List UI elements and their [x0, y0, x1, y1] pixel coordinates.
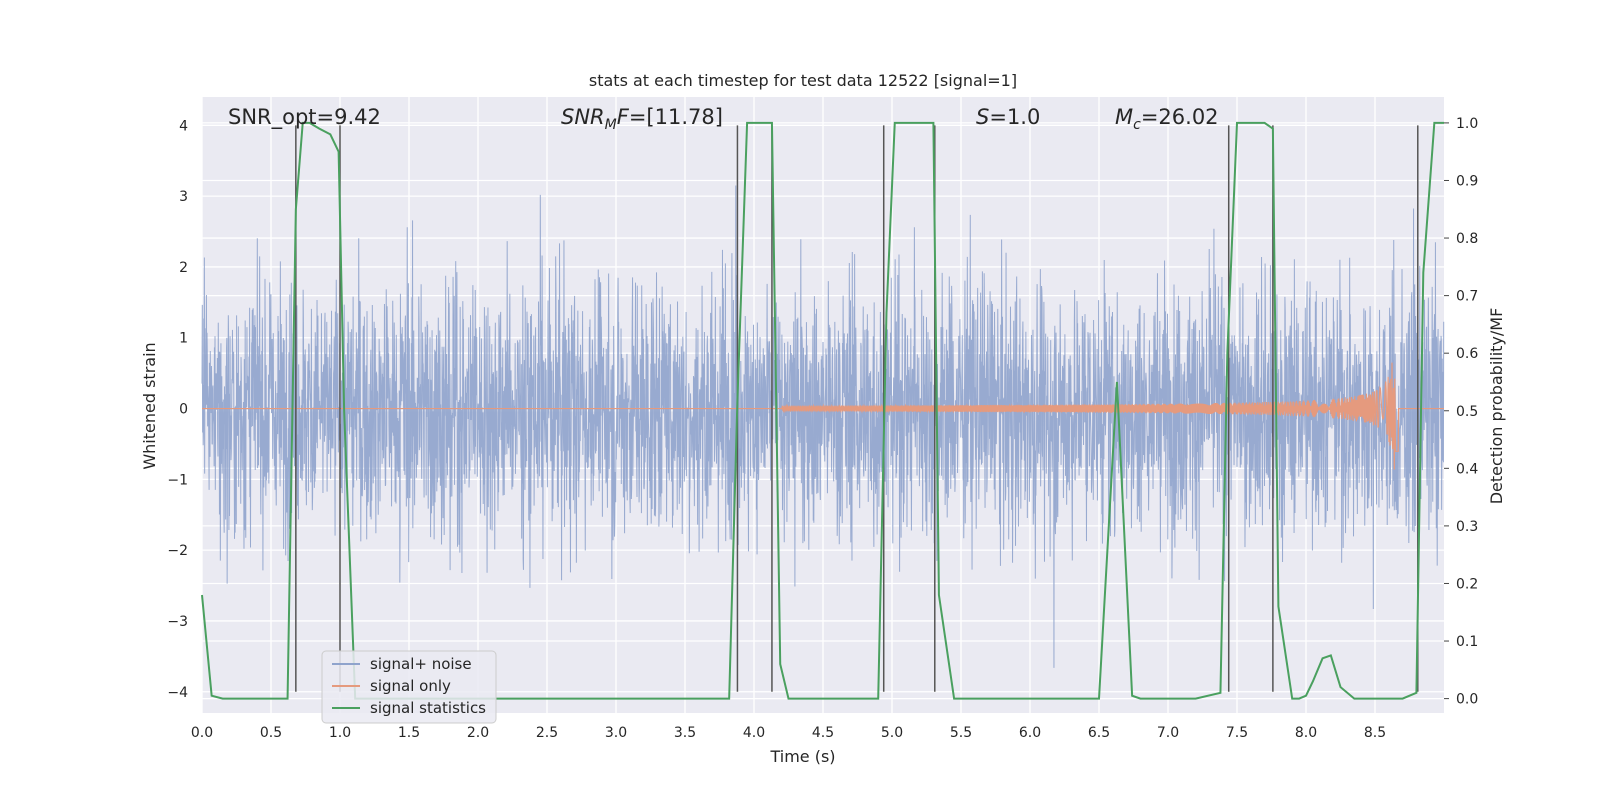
y-tick-label: −1: [167, 472, 188, 488]
y2-tick-label: 0.4: [1456, 461, 1478, 477]
y2-tick-label: 0.9: [1456, 173, 1478, 189]
signal-statistics-line: [201, 121, 1444, 700]
x-tick-label: 0.0: [191, 725, 213, 741]
x-axis-label: Time (s): [769, 747, 835, 766]
y-tick-label: 2: [179, 260, 188, 276]
x-tick-label: 2.0: [467, 725, 489, 741]
x-tick-label: 2.5: [536, 725, 558, 741]
y2-tick-label: 1.0: [1456, 116, 1478, 132]
x-tick-label: 1.0: [329, 725, 351, 741]
y-tick-label: 3: [179, 189, 188, 205]
y2-axis-label: Detection probability/MF: [1487, 308, 1506, 505]
x-tick-label: 8.0: [1295, 725, 1317, 741]
legend-label-statistics: signal statistics: [370, 699, 486, 717]
x-tick-label: 5.0: [881, 725, 903, 741]
annotation-s: S=1.0: [976, 105, 1040, 129]
x-tick-label: 3.5: [674, 725, 696, 741]
annotation-snr-opt: SNR_opt=9.42: [228, 105, 381, 130]
y2-tick-label: 0.6: [1456, 346, 1478, 362]
y2-tick-label: 0.7: [1456, 289, 1478, 305]
x-tick-label: 5.5: [950, 725, 972, 741]
signal-only-series: [202, 362, 1444, 470]
chart-title: stats at each timestep for test data 125…: [589, 71, 1017, 90]
legend: signal+ noise signal only signal statist…: [321, 650, 497, 724]
y2-tick-label: 0.3: [1456, 519, 1478, 535]
y-tick-label: −2: [167, 543, 188, 559]
x-tick-label: 6.5: [1088, 725, 1110, 741]
legend-label-signal: signal only: [370, 677, 451, 695]
y2-tick-label: 0.2: [1456, 576, 1478, 592]
y-tick-label: 4: [179, 118, 188, 134]
y2-tick-label: 0.5: [1456, 404, 1478, 420]
annotation-snr-mf: SNRMF=[11.78]: [561, 105, 723, 133]
signal-statistics-series: [201, 121, 1444, 700]
x-tick-label: 0.5: [260, 725, 282, 741]
x-tick-label: 4.5: [812, 725, 834, 741]
y2-tick-label: 0.0: [1456, 692, 1478, 708]
x-tick-label: 4.0: [743, 725, 765, 741]
y-axis-label: Whitened strain: [140, 342, 159, 469]
tick-labels: 0.0 0.5 1.0 1.5 2.0 2.5 3.0 3.5 4.0 4.5 5.0 5.5 6.0 6…: [167, 116, 1478, 741]
y2-tick-label: 0.1: [1456, 634, 1478, 650]
y-tick-label: 1: [179, 331, 188, 347]
legend-box: [321, 650, 497, 724]
x-tick-label: 7.0: [1157, 725, 1179, 741]
x-tick-label: 1.5: [398, 725, 420, 741]
y-tick-label: 0: [179, 402, 188, 418]
signal-only-line: [202, 362, 1444, 470]
legend-label-noise: signal+ noise: [370, 655, 472, 673]
y-tick-label: −4: [167, 685, 188, 701]
y2-tick-label: 0.8: [1456, 231, 1478, 247]
x-tick-label: 3.0: [605, 725, 627, 741]
x-tick-label: 8.5: [1364, 725, 1386, 741]
x-tick-label: 7.5: [1226, 725, 1248, 741]
y-tick-label: −3: [167, 614, 188, 630]
annotation-mc: Mc=26.02: [1115, 105, 1219, 133]
x-tick-label: 6.0: [1019, 725, 1041, 741]
